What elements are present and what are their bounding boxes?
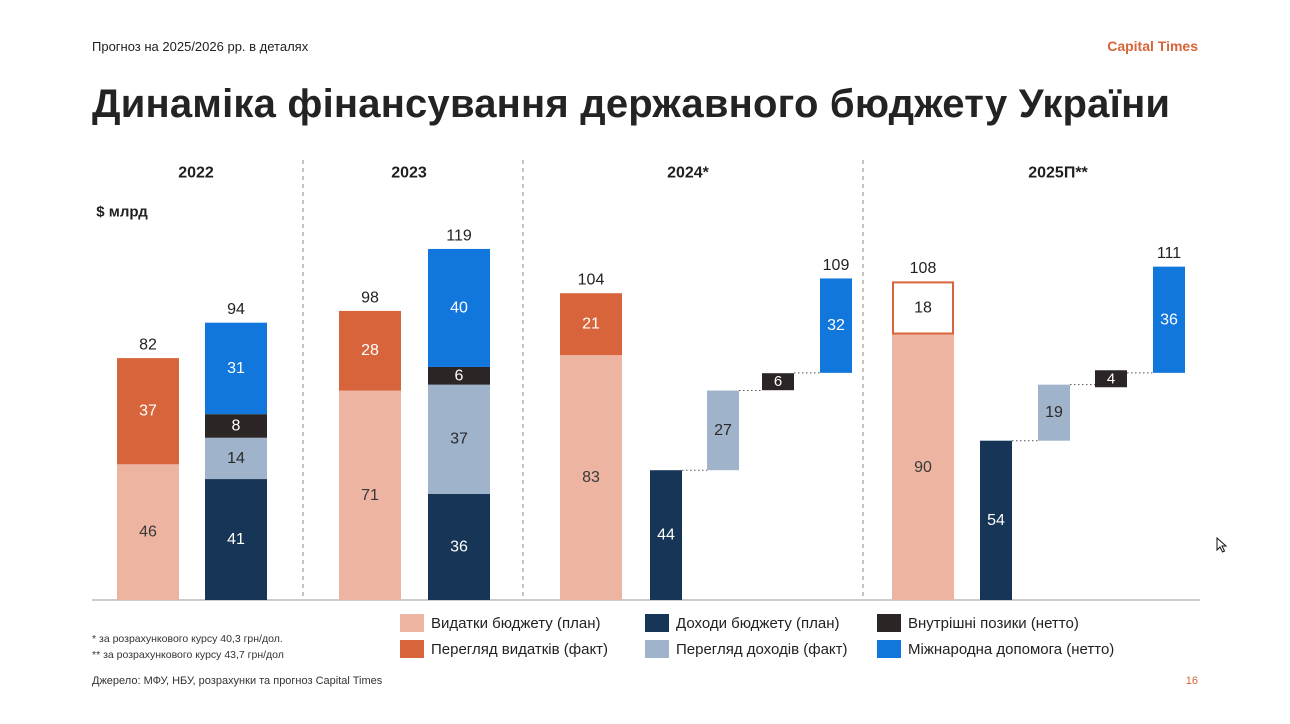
legend-item-rev-rev: Перегляд доходів (факт) [645,640,848,658]
source-note: Джерело: МФУ, НБУ, розрахунки та прогноз… [92,675,383,687]
legend-item-dom: Внутрішні позики (нетто) [877,614,1079,632]
bar-exp-revision [339,310,401,391]
bar-rev-revision [707,390,739,471]
bar-exp-total-label: 104 [578,272,605,289]
legend-label: Доходи бюджету (план) [676,614,840,632]
bar-rev-plan-label: 36 [450,538,468,555]
bar-international-aid-label: 31 [227,360,245,377]
bar-international-aid [205,322,267,415]
bar-domestic-borrowing-label: 6 [774,373,782,390]
bar-rev-revision [205,437,267,480]
bar-fin-total-label: 109 [823,257,850,274]
legend-swatch [877,640,901,658]
legend-item-exp-rev: Перегляд видатків (факт) [400,640,608,658]
legend-swatch [877,614,901,632]
legend-item-exp-plan: Видатки бюджету (план) [400,614,600,632]
mouse-cursor-icon [1216,537,1228,553]
legend-swatch [400,614,424,632]
legend-swatch [400,640,424,658]
bar-international-aid [1153,266,1185,373]
bar-exp-total-label: 82 [139,337,157,354]
bar-rev-plan [428,493,490,600]
bar-rev-plan-label: 41 [227,531,245,548]
bar-rev-revision-label: 37 [450,431,468,448]
page-title: Динаміка фінансування державного бюджету… [92,82,1171,126]
bar-domestic-borrowing [762,373,794,391]
bar-rev-plan-label: 54 [987,512,1005,529]
bar-exp-revision [117,358,179,465]
bar-exp-plan-label: 90 [914,459,932,476]
bar-rev-revision-label: 19 [1045,404,1063,421]
legend-label: Внутрішні позики (нетто) [908,614,1079,632]
bar-domestic-borrowing-label: 6 [455,367,464,384]
bar-international-aid [820,278,852,373]
bar-domestic-borrowing [428,366,490,385]
bar-rev-revision-label: 14 [227,450,245,467]
bar-exp-plan-label: 46 [139,524,157,541]
bar-international-aid-label: 40 [450,299,468,316]
bar-domestic-borrowing [1095,370,1127,388]
bar-exp-revision [560,293,622,356]
bar-rev-plan [650,470,682,600]
year-header-1: 2023 [391,165,427,182]
bar-exp-plan [892,334,954,600]
footnote-1: * за розрахункового курсу 40,3 грн/дол. [92,633,283,645]
bar-rev-plan [205,479,267,600]
y-unit-label: $ млрд [96,204,148,221]
bar-fin-total-label: 111 [1157,245,1181,262]
bar-exp-plan [339,390,401,600]
footnote-2: ** за розрахункового курсу 43,7 грн/дол [92,649,284,661]
bar-exp-total-label: 98 [361,289,379,306]
legend-swatch [645,640,669,658]
year-header-2: 2024* [667,165,710,182]
bar-exp-revision-label: 18 [914,299,932,316]
legend-label: Перегляд доходів (факт) [676,640,848,658]
bar-rev-plan [980,440,1012,600]
bar-international-aid-label: 32 [827,317,845,334]
legend-label: Міжнародна допомога (нетто) [908,640,1115,658]
bar-exp-revision [892,281,954,335]
legend-label: Видатки бюджету (план) [431,614,601,632]
legend-item-intl: Міжнародна допомога (нетто) [877,640,1114,658]
bar-rev-revision [1038,384,1070,441]
legend-item-rev-plan: Доходи бюджету (план) [645,614,839,632]
bar-exp-plan [560,355,622,600]
budget-financing-chart: $ млрд2022463782411483194202371289836376… [92,160,1200,601]
bar-rev-revision-label: 27 [714,422,732,439]
bar-domestic-borrowing-label: 8 [232,417,241,434]
bar-exp-total-label: 108 [910,260,937,277]
brand-logo: Capital Times [1107,38,1198,54]
page-subtitle: Прогноз на 2025/2026 рр. в деталях [92,39,309,54]
bar-exp-revision-label: 28 [361,342,379,359]
bar-fin-total-label: 119 [446,227,472,244]
bar-exp-plan-label: 83 [582,469,600,486]
bar-fin-total-label: 94 [227,301,245,318]
legend-label: Перегляд видатків (факт) [431,640,609,658]
bar-international-aid-label: 36 [1160,311,1178,328]
bar-exp-revision-label: 37 [139,403,157,420]
bar-exp-revision-label: 21 [582,316,600,333]
year-header-3: 2025П** [1028,165,1088,182]
bar-rev-revision [428,384,490,494]
year-header-0: 2022 [178,165,214,182]
bar-domestic-borrowing-label: 4 [1107,370,1115,387]
bar-rev-plan-label: 44 [657,527,675,544]
bar-exp-plan [117,464,179,600]
bar-exp-plan-label: 71 [361,487,379,504]
page-number: 16 [1185,675,1198,687]
legend-swatch [645,614,669,632]
bar-domestic-borrowing [205,414,267,438]
bar-international-aid [428,248,490,367]
